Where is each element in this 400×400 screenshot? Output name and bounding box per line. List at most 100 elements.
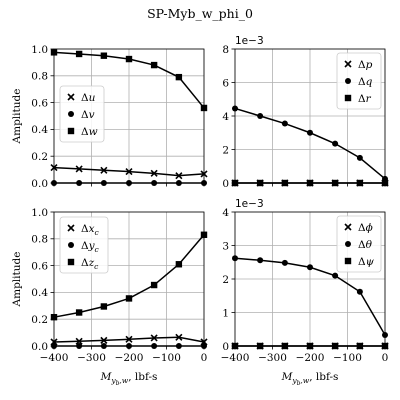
panel-top-left-series-2-point-1	[75, 50, 83, 58]
legend-delta: Δ	[81, 223, 89, 235]
xlabel-part-1: y	[110, 376, 116, 385]
panel-top-left-series-0-point-1-stroke-b	[75, 165, 83, 173]
panel-bottom-left-series-0-point-4	[150, 334, 158, 342]
legend-symbol: θ	[366, 239, 373, 251]
panel-top-left-ytick-label-4: 0.8	[31, 71, 48, 83]
xlabel-part-4: , lbf-s	[128, 371, 157, 383]
panel-bottom-right-ytick-label-0: 0	[222, 341, 229, 353]
panel-bottom-right-ytick-label-2: 2	[222, 274, 229, 286]
panel-bottom-left-series-0-point-4-stroke-b	[150, 334, 158, 342]
panel-bottom-right-legend-label-0: Δϕ	[358, 222, 373, 234]
panel-bottom-right-legend-marker-2	[344, 257, 352, 265]
panel-bottom-left-series-2-point-3	[125, 295, 133, 302]
panel-bottom-right-legend-marker-1	[345, 241, 351, 247]
legend-symbol: w	[89, 126, 98, 138]
panel-top-left-legend-marker-0-stroke-b	[67, 93, 75, 101]
legend-delta: Δ	[358, 239, 366, 251]
panel-bottom-left-xtick-label-0: −400	[40, 352, 69, 364]
panel-bottom-right-legend-marker-0	[344, 223, 352, 231]
panel-bottom-right-legend-label-2: Δψ	[358, 256, 375, 268]
panel-bottom-right-series-1-point-5	[356, 288, 363, 295]
panel-top-left-ytick-label-2: 0.4	[31, 124, 48, 136]
panel-bottom-left-xlabel: Myb,w, lbf-s	[100, 371, 158, 387]
panel-bottom-left-ytick-label-4: 0.8	[31, 234, 48, 246]
panel-bottom-left: −400 −300 −200 −100 0 0.0 0.2 0.4 0.6 0.8 1.0 Ampli…	[11, 207, 208, 387]
panel-bottom-right-xtick-label-1: −300	[258, 352, 287, 364]
panel-bottom-right-series-1-point-4	[332, 272, 339, 279]
legend-delta: Δ	[81, 92, 89, 104]
legend-symbol: x	[89, 223, 95, 235]
panel-top-left-ylabel: Amplitude	[11, 89, 23, 145]
legend-symbol: p	[366, 59, 373, 71]
panel-bottom-right-sci-exponent: 1e−3	[235, 198, 264, 210]
panel-bottom-left-series-2-point-2	[100, 303, 108, 310]
panel-bottom-right-legend-label-1: Δθ	[358, 239, 373, 251]
panel-bottom-right-xtick-label-4: 0	[382, 352, 389, 364]
panel-bottom-left-xtick-label-3: −100	[152, 352, 181, 364]
legend-subscript: c	[95, 245, 100, 254]
panel-top-right-series-1-point-1	[257, 113, 264, 119]
panel-bottom-left-series-2-point-1	[75, 309, 83, 316]
figure-title: SP-Myb_w_phi_0	[147, 6, 253, 21]
panel-bottom-left-legend-marker-1	[68, 242, 74, 248]
panel-top-left-legend-label-2: Δw	[81, 126, 98, 138]
panel-top-left-legend-marker-1	[68, 111, 74, 117]
panel-bottom-left-legend-label-0: Δxc	[81, 223, 100, 237]
panel-bottom-right: −400 −300 −200 −100 0 0 1 2 3 4 1e−3 Myb,w, lbf-s Δϕ…	[221, 198, 389, 387]
panel-top-left-legend-marker-0	[67, 93, 75, 101]
panel-top-left-series-0-point-4	[150, 169, 158, 177]
panel-top-right-legend-marker-0-stroke-b	[344, 60, 352, 68]
xlabel-part-3: ,w	[119, 376, 128, 385]
panel-top-right-legend-label-1: Δq	[358, 76, 373, 88]
panel-top-right-ytick-label-3: 6	[222, 77, 229, 89]
panel-bottom-right-series-1-point-3	[307, 264, 313, 271]
panel-top-right-legend: Δp Δq Δr	[336, 52, 382, 110]
panel-top-right-series-1-point-4	[332, 140, 339, 147]
panel-top-right-legend-label-2: Δr	[358, 93, 372, 105]
panel-top-right-legend-marker-0	[344, 60, 352, 68]
panel-bottom-left-xtick-label-1: −300	[77, 352, 106, 364]
panel-top-left-series-0-point-5	[175, 172, 183, 180]
legend-subscript: c	[95, 228, 100, 237]
legend-delta: Δ	[358, 76, 366, 88]
legend-symbol: ψ	[366, 256, 375, 268]
panel-bottom-left-series-0-point-1-stroke-b	[75, 337, 83, 345]
panel-top-left-series-0-point-3	[125, 168, 133, 176]
legend-delta: Δ	[358, 222, 366, 234]
legend-delta: Δ	[358, 256, 366, 268]
panel-bottom-right-series-1-point-1	[257, 257, 264, 264]
panel-bottom-left-series-0-point-3-stroke-b	[125, 335, 133, 343]
legend-symbol: r	[366, 93, 372, 105]
panel-top-right-legend-marker-2	[344, 94, 352, 102]
panel-top-left-series-0-point-3-stroke-b	[125, 168, 133, 176]
panel-bottom-left-ytick-label-5: 1.0	[31, 207, 48, 219]
panel-bottom-right-ytick-label-4: 4	[222, 207, 229, 219]
panel-bottom-right-ytick-label-1: 1	[222, 307, 229, 319]
panel-bottom-right-xtick-label-0: −400	[221, 352, 250, 364]
panel-top-left-series-2-point-2	[100, 52, 108, 59]
panel-bottom-right-ytick-label-3: 3	[222, 240, 229, 252]
panel-top-left-legend-marker-2	[67, 127, 75, 135]
legend-symbol: q	[366, 76, 373, 88]
xlabel-part-0: M	[281, 371, 293, 383]
xlabel-part-1: y	[291, 376, 297, 385]
panel-bottom-right-series-1-point-2	[281, 259, 288, 266]
panel-top-left-series-2-point-5	[175, 73, 183, 81]
panel-top-left-ytick-label-1: 0.2	[31, 151, 48, 163]
legend-delta: Δ	[81, 240, 89, 252]
xlabel-part-3: ,w	[300, 376, 309, 385]
panel-top-right-ytick-label-0: 0	[222, 178, 229, 190]
panel-top-right-ytick-label-4: 8	[222, 44, 229, 56]
panel-top-right-ytick-label-2: 4	[222, 111, 229, 123]
panel-bottom-left-series-0-point-5-stroke-b	[175, 333, 183, 341]
panel-top-left-ytick-label-0: 0.0	[31, 178, 48, 190]
panel-bottom-right-xtick-label-2: −200	[296, 352, 325, 364]
panel-bottom-left-series-0-point-5	[175, 333, 183, 341]
panel-top-right-ytick-label-1: 2	[222, 144, 229, 156]
panel-top-left-ytick-label-3: 0.6	[31, 97, 48, 109]
panel-bottom-left-ytick-label-0: 0.0	[31, 341, 48, 353]
